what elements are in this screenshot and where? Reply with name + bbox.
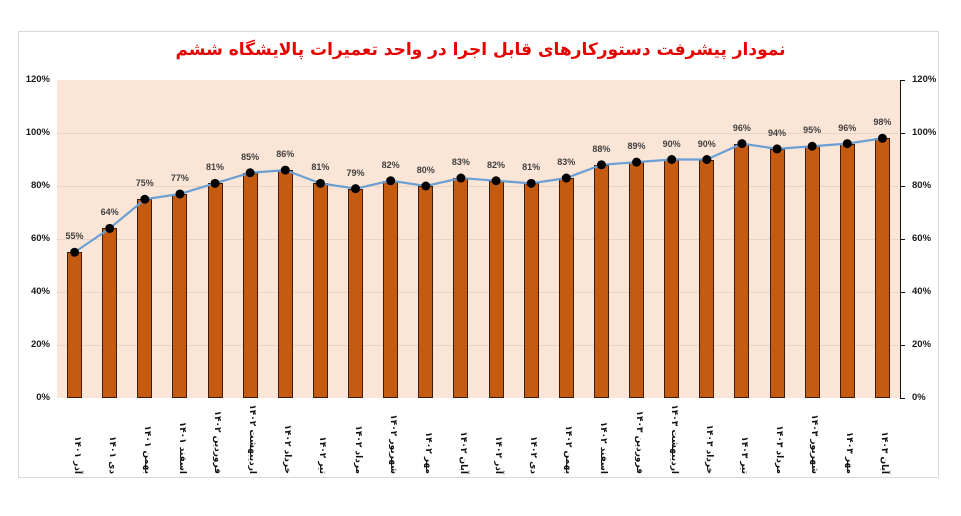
- data-label: 89%: [627, 141, 646, 152]
- bar: [734, 143, 750, 398]
- x-tick-label: اسفند ۱۴۰۱: [176, 421, 187, 474]
- bar: [523, 183, 539, 398]
- data-label: 81%: [311, 162, 330, 173]
- data-label: 83%: [557, 157, 576, 168]
- x-tick-label: تیر ۱۴۰۳: [738, 436, 749, 474]
- y-tick-label-right: 60%: [912, 233, 932, 244]
- x-tick-label: تیر ۱۴۰۲: [317, 436, 328, 474]
- gridline: [57, 292, 900, 293]
- data-label: 77%: [170, 172, 189, 183]
- data-label: 83%: [451, 157, 470, 168]
- data-label: 81%: [522, 162, 541, 173]
- data-label: 75%: [135, 178, 154, 189]
- bar: [874, 138, 890, 398]
- x-tick-label: مهر ۱۴۰۳: [844, 431, 855, 474]
- gridline: [57, 133, 900, 134]
- data-label: 86%: [276, 149, 295, 160]
- right-axis-tick: [900, 80, 905, 81]
- y-tick-label-right: 120%: [912, 74, 937, 85]
- y-tick-label-right: 0%: [912, 392, 926, 403]
- bar: [699, 159, 715, 398]
- bar: [488, 180, 504, 398]
- data-label: 80%: [416, 165, 435, 175]
- x-tick-label: فروردین ۱۴۰۳: [633, 410, 644, 474]
- x-tick-label: خرداد ۱۴۰۳: [703, 424, 714, 474]
- x-tick-label: مرداد ۱۴۰۲: [352, 425, 363, 474]
- x-tick-label: آبان ۱۴۰۲: [457, 431, 468, 474]
- right-axis-tick: [900, 345, 905, 346]
- x-tick-label: شهریور ۱۴۰۳: [809, 414, 820, 474]
- data-label: 95%: [803, 125, 822, 136]
- x-tick-label: مرداد ۱۴۰۳: [774, 425, 785, 474]
- data-label: 96%: [838, 122, 857, 133]
- gridline: [57, 345, 900, 346]
- x-tick-label: اسفند ۱۴۰۲: [598, 421, 609, 474]
- bar: [453, 178, 469, 398]
- y-tick-label-left: 80%: [30, 180, 50, 191]
- y-tick-label-left: 0%: [36, 392, 50, 403]
- x-tick-label: آذر ۱۴۰۱: [71, 435, 82, 474]
- y-tick-label-left: 40%: [30, 286, 50, 297]
- x-tick-label: بهمن ۱۴۰۱: [141, 425, 152, 474]
- bar: [769, 148, 785, 398]
- data-label: 88%: [592, 143, 611, 154]
- y-tick-label-left: 120%: [25, 74, 50, 85]
- data-label: 55%: [65, 231, 84, 242]
- x-tick-label: مهر ۱۴۰۲: [422, 431, 433, 474]
- bar: [207, 183, 223, 398]
- right-axis-tick: [900, 292, 905, 293]
- x-tick-label: آبان ۱۴۰۳: [879, 431, 890, 474]
- bar: [804, 146, 820, 398]
- data-label: 85%: [241, 151, 260, 162]
- y-tick-label-right: 40%: [912, 286, 932, 297]
- bar: [67, 252, 83, 398]
- y-tick-label-left: 60%: [30, 233, 50, 244]
- data-label: 90%: [697, 138, 716, 149]
- x-tick-label: بهمن ۱۴۰۲: [563, 425, 574, 474]
- right-axis-tick: [900, 186, 905, 187]
- bar: [312, 183, 328, 398]
- x-tick-label: دی ۱۴۰۱: [106, 436, 117, 474]
- bar: [383, 180, 399, 398]
- x-tick-label: شهریور ۱۴۰۲: [387, 414, 398, 474]
- bar: [137, 199, 153, 398]
- y-tick-label-left: 20%: [30, 339, 50, 350]
- y-tick-label-right: 80%: [912, 180, 932, 191]
- bar: [664, 159, 680, 398]
- x-tick-label: دی ۱۴۰۲: [528, 436, 539, 474]
- right-axis-tick: [900, 239, 905, 240]
- right-axis-tick: [900, 133, 905, 134]
- chart-title: نمودار پیشرفت دستورکارهای قابل اجرا در و…: [175, 40, 786, 60]
- data-label: 81%: [206, 162, 225, 173]
- bar: [558, 178, 574, 398]
- bar: [418, 186, 434, 398]
- data-label: 90%: [662, 138, 681, 149]
- y-tick-label-left: 100%: [25, 127, 50, 138]
- bar: [839, 143, 855, 398]
- bar: [629, 162, 645, 398]
- bar: [593, 164, 609, 398]
- data-label: 98%: [873, 117, 892, 128]
- bar: [102, 228, 118, 398]
- bar: [242, 172, 258, 398]
- x-tick-label: خرداد ۱۴۰۲: [282, 424, 293, 474]
- x-tick-label: آذر ۱۴۰۲: [493, 435, 504, 474]
- data-label: 79%: [346, 167, 365, 178]
- x-tick-label: فروردین ۱۴۰۲: [212, 410, 223, 474]
- data-label: 82%: [381, 159, 400, 170]
- x-tick-label: اردیبهشت ۱۴۰۲: [247, 404, 258, 474]
- bar: [277, 170, 293, 398]
- data-label: 82%: [487, 159, 506, 170]
- x-tick-label: اردیبهشت ۱۴۰۳: [668, 404, 679, 474]
- data-label: 94%: [768, 127, 787, 138]
- y-tick-label-right: 20%: [912, 339, 932, 350]
- right-axis-tick: [900, 398, 905, 399]
- y-tick-label-right: 100%: [912, 127, 937, 138]
- data-label: 64%: [100, 207, 119, 218]
- data-label: 96%: [732, 122, 751, 133]
- bar: [172, 193, 188, 398]
- bar: [348, 188, 364, 398]
